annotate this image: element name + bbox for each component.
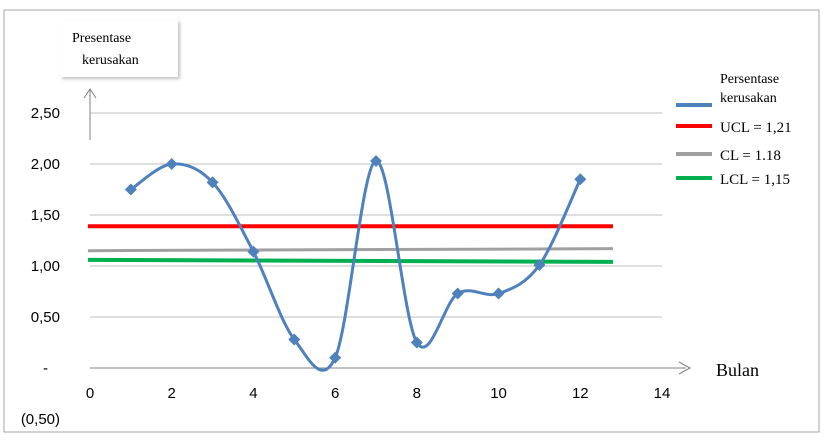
data-point-marker <box>165 158 178 170</box>
y-axis-arrow <box>83 88 97 99</box>
y-tick-label: - <box>43 360 48 377</box>
y-tick-label: (0,50) <box>21 411 60 428</box>
legend-label-line-2: kerusakan <box>720 91 777 106</box>
x-tick-label: 10 <box>490 385 507 402</box>
y-tick-label: 1,00 <box>31 258 60 275</box>
data-point-marker <box>329 351 342 364</box>
ylabel-line-1: Presentase <box>72 31 131 46</box>
x-tick-label: 12 <box>572 385 589 402</box>
legend-label-cl: CL = 1.18 <box>720 148 781 164</box>
ylabel-box <box>60 20 178 77</box>
data-point-marker <box>492 287 505 300</box>
data-point-marker <box>410 336 423 349</box>
x-tick-label: 6 <box>331 385 339 402</box>
data-point-marker <box>370 154 382 167</box>
y-tick-label: 0,50 <box>31 309 60 326</box>
legend-label-ucl: UCL = 1,21 <box>720 120 792 136</box>
cl-line <box>87 247 613 253</box>
data-markers <box>124 154 587 364</box>
ylabel-line-2: kerusakan <box>82 53 139 68</box>
legend-label-line-1: Persentase <box>720 72 779 87</box>
chart-frame <box>3 9 820 433</box>
data-point-marker <box>574 173 587 186</box>
x-tick-label: 14 <box>654 385 671 402</box>
y-tick-label: 2,00 <box>31 156 60 173</box>
x-tick-label: 0 <box>86 385 94 402</box>
data-point-marker <box>533 258 546 271</box>
x-axis-label: Bulan <box>716 360 759 380</box>
axes <box>83 88 692 375</box>
data-point-marker <box>288 333 301 346</box>
legend-label-lcl: LCL = 1,15 <box>720 172 790 188</box>
x-tick-label: 8 <box>413 385 421 402</box>
y-tick-label: 1,50 <box>31 207 60 224</box>
y-tick-label: 2,50 <box>31 105 60 122</box>
legend: Persentase kerusakan UCL = 1,21 CL = 1.18 LC… <box>676 72 792 188</box>
data-point-marker <box>206 176 219 189</box>
data-point-marker <box>451 287 464 300</box>
tick-labels: (0,50) - 0,50 1,00 1,50 2,00 2,50 0 2 4 6 8 10 12 14 <box>21 105 671 428</box>
x-tick-label: 4 <box>249 385 257 402</box>
x-tick-label: 2 <box>168 385 176 402</box>
lcl-line <box>87 257 613 264</box>
data-point-marker <box>247 245 260 258</box>
x-axis-arrow <box>678 361 692 375</box>
series-lines <box>87 159 613 372</box>
data-point-marker <box>124 183 137 196</box>
